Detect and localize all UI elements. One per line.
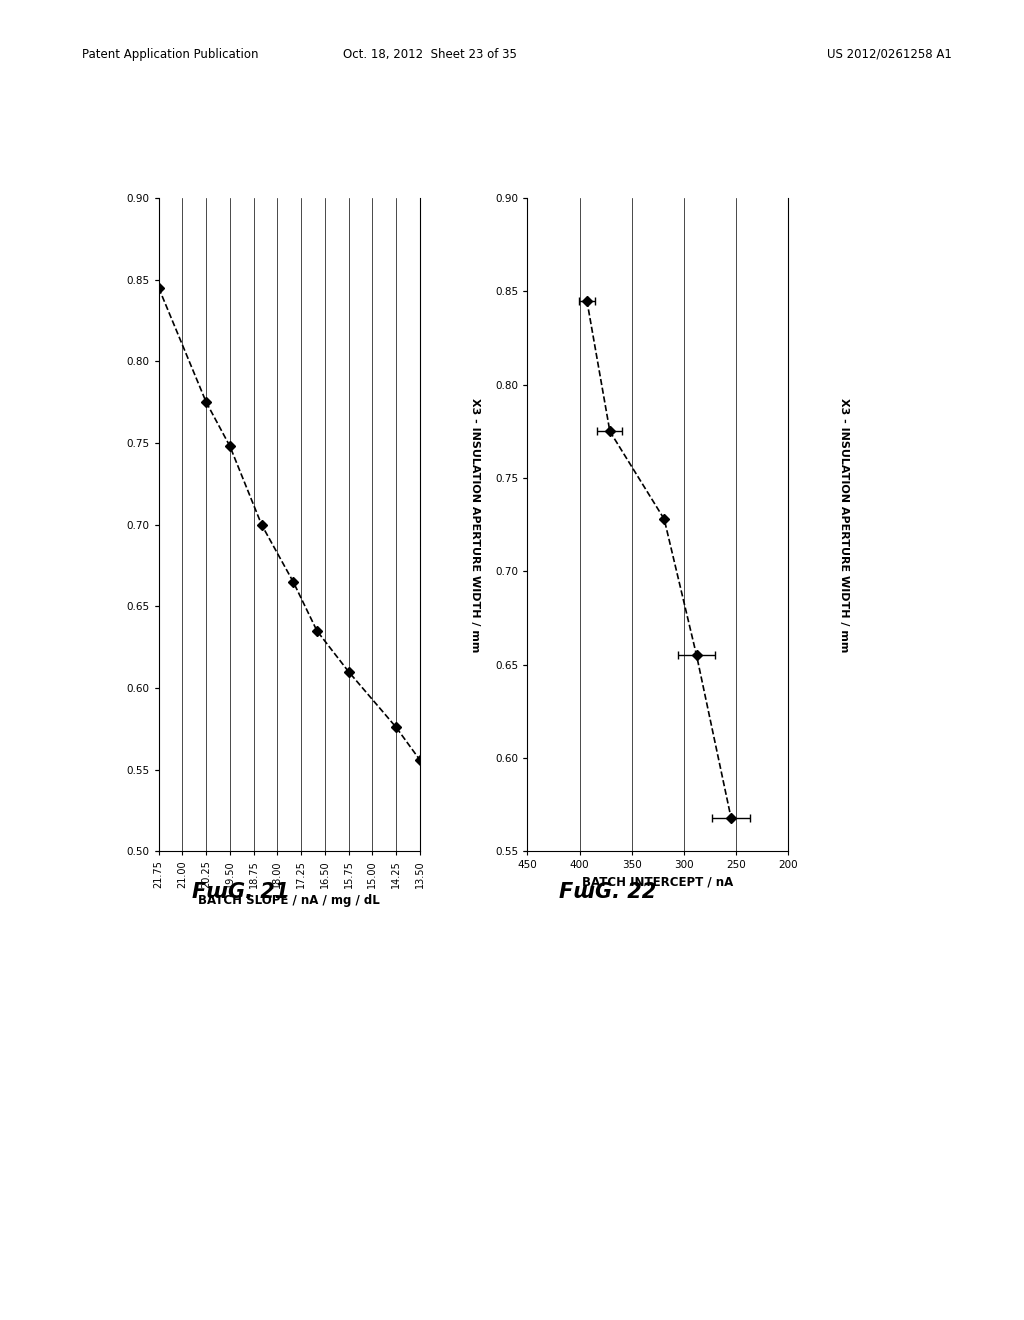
Text: FɯG. 21: FɯG. 21 [193,882,289,902]
Text: Oct. 18, 2012  Sheet 23 of 35: Oct. 18, 2012 Sheet 23 of 35 [343,48,517,61]
Text: FɯG. 22: FɯG. 22 [559,882,655,902]
X-axis label: BATCH INTERCEPT / nA: BATCH INTERCEPT / nA [583,876,733,888]
Text: Patent Application Publication: Patent Application Publication [82,48,258,61]
Y-axis label: X3 - INSULATION APERTURE WIDTH / mm: X3 - INSULATION APERTURE WIDTH / mm [470,397,480,652]
Text: US 2012/0261258 A1: US 2012/0261258 A1 [827,48,952,61]
X-axis label: BATCH SLOPE / nA / mg / dL: BATCH SLOPE / nA / mg / dL [199,894,380,907]
Y-axis label: X3 - INSULATION APERTURE WIDTH / mm: X3 - INSULATION APERTURE WIDTH / mm [839,397,849,652]
